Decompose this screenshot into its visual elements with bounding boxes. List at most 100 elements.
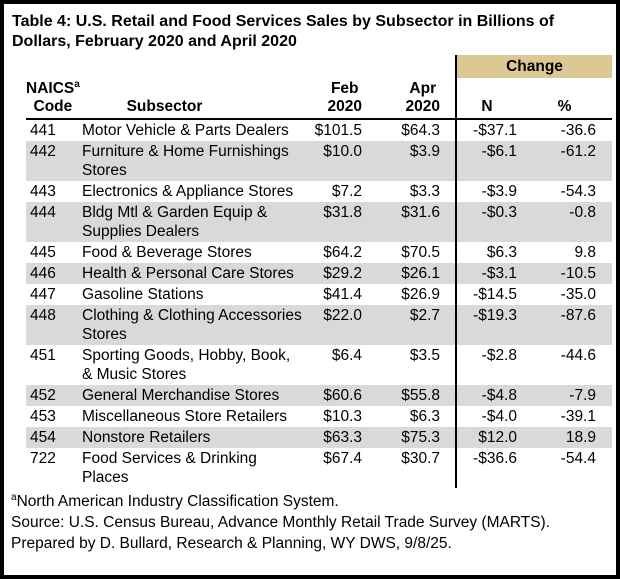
header-naics-label: NAICS [26, 80, 75, 97]
cell-code: 443 [30, 183, 56, 200]
cell-pct: 18.9 [517, 427, 612, 448]
cell-pct: -35.0 [560, 286, 596, 303]
cell-code: 722 [30, 450, 56, 467]
cell-code: 445 [30, 244, 56, 261]
table-row: 447 Gasoline Stations $41.4 $26.9 -$14.5 -35.… [26, 284, 612, 305]
footnote-prepared: Prepared by D. Bullard, Research & Plann… [11, 535, 452, 552]
cell-pct: -54.4 [560, 450, 596, 467]
table-title: Table 4: U.S. Retail and Food Services S… [12, 13, 555, 50]
cell-apr: $26.9 [401, 286, 440, 303]
footnote-source: Source: U.S. Census Bureau, Advance Mont… [11, 514, 551, 531]
cell-pct: -7.9 [517, 385, 612, 406]
cell-apr: $70.5 [401, 244, 440, 261]
header-naics-code: NAICSa Code [26, 78, 80, 120]
cell-subsector: Bldg Mtl & Garden Equip & Supplies Deale… [78, 202, 312, 242]
cell-code: 447 [30, 286, 56, 303]
cell-feb: $41.4 [323, 286, 362, 303]
cell-code: 446 [26, 263, 78, 284]
table-body: 441 Motor Vehicle & Parts Dealers $101.5 $6… [26, 119, 612, 488]
cell-feb: $63.3 [312, 427, 362, 448]
cell-n: -$6.1 [455, 141, 517, 181]
cell-n: -$3.1 [455, 263, 517, 284]
cell-subsector: Miscellaneous Store Retailers [82, 408, 288, 425]
cell-subsector: Sporting Goods, Hobby, Book, & Music Sto… [82, 347, 291, 383]
cell-code: 448 [26, 305, 78, 345]
cell-n: -$19.3 [455, 305, 517, 345]
cell-code: 444 [26, 202, 78, 242]
table-row: 443 Electronics & Appliance Stores $7.2 $3.… [26, 181, 612, 202]
cell-subsector: Gasoline Stations [82, 286, 204, 303]
cell-subsector: Food & Beverage Stores [82, 244, 252, 261]
cell-feb: $29.2 [312, 263, 362, 284]
table-row: 444 Bldg Mtl & Garden Equip & Supplies De… [26, 202, 612, 242]
cell-subsector: Clothing & Clothing Accessories Stores [78, 305, 312, 345]
footnote-naics: aNorth American Industry Classification … [11, 491, 606, 512]
table-row: 722 Food Services & Drinking Places $67.4 $… [26, 448, 612, 488]
cell-n: $6.3 [455, 242, 517, 263]
cell-subsector: Furniture & Home Furnishings Stores [78, 141, 312, 181]
cell-subsector: Nonstore Retailers [78, 427, 312, 448]
cell-apr: $6.3 [409, 408, 440, 425]
header-feb-2020: Feb 2020 [312, 78, 362, 120]
cell-subsector: Food Services & Drinking Places [82, 450, 257, 486]
cell-code: 453 [30, 408, 56, 425]
cell-apr: $2.7 [362, 305, 456, 345]
table-row: 441 Motor Vehicle & Parts Dealers $101.5 $6… [26, 119, 612, 141]
cell-code: 451 [30, 347, 56, 364]
table-row: 454 Nonstore Retailers $63.3 $75.3 $12.0 18.9 [26, 427, 612, 448]
cell-code: 454 [26, 427, 78, 448]
footnote-naics-marker: a [11, 491, 17, 503]
cell-n: -$4.8 [455, 385, 517, 406]
table-row: 452 General Merchandise Stores $60.6 $55.8-… [26, 385, 612, 406]
cell-pct: -54.3 [560, 183, 596, 200]
header-apr-label: Apr [409, 80, 437, 97]
cell-feb: $10.3 [323, 408, 362, 425]
cell-feb: $60.6 [312, 385, 362, 406]
cell-pct: -61.2 [517, 141, 612, 181]
cell-subsector: Motor Vehicle & Parts Dealers [82, 122, 289, 139]
change-band-row: Change [26, 55, 612, 78]
cell-pct: -44.6 [560, 347, 596, 364]
table-row: 448 Clothing & Clothing Accessories Store… [26, 305, 612, 345]
cell-pct: 9.8 [574, 244, 596, 261]
header-feb-label: Feb [330, 80, 359, 97]
cell-feb: $64.2 [323, 244, 362, 261]
header-change-n: N [455, 78, 517, 120]
cell-pct: -36.6 [560, 122, 596, 139]
change-header: Change [455, 55, 612, 78]
cell-pct: -87.6 [517, 305, 612, 345]
cell-apr: $3.5 [409, 347, 440, 364]
table-row: 453 Miscellaneous Store Retailers $10.3 $6.… [26, 406, 612, 427]
cell-apr: $30.7 [401, 450, 440, 467]
footnotes: aNorth American Industry Classification … [11, 491, 606, 554]
cell-feb: $31.8 [312, 202, 362, 242]
header-code-label: Code [33, 98, 73, 115]
cell-pct: -0.8 [517, 202, 612, 242]
table-row: 446 Health & Personal Care Stores $29.2 $26… [26, 263, 612, 284]
table-row: 451 Sporting Goods, Hobby, Book, & Music … [26, 345, 612, 385]
cell-code: 452 [26, 385, 78, 406]
cell-apr: $75.3 [362, 427, 456, 448]
cell-code: 441 [30, 122, 56, 139]
naics-footnote-marker: a [74, 78, 80, 90]
cell-apr: $31.6 [362, 202, 456, 242]
cell-feb: $22.0 [312, 305, 362, 345]
cell-n: -$4.0 [455, 406, 517, 427]
cell-apr: $3.9 [362, 141, 456, 181]
cell-code: 442 [26, 141, 78, 181]
table-row: 442 Furniture & Home Furnishings Stores $1… [26, 141, 612, 181]
table-row: 445 Food & Beverage Stores $64.2 $70.5 $6.3 9… [26, 242, 612, 263]
cell-n: -$37.1 [455, 119, 517, 141]
cell-n: -$0.3 [455, 202, 517, 242]
header-feb-year: 2020 [327, 98, 362, 115]
cell-feb: $7.2 [331, 183, 362, 200]
cell-n: -$14.5 [455, 284, 517, 305]
footnote-naics-text: North American Industry Classification S… [16, 493, 339, 510]
header-change-pct: % [517, 78, 612, 120]
header-apr-2020: Apr 2020 [362, 78, 456, 120]
cell-apr: $26.1 [362, 263, 456, 284]
cell-apr: $55.8 [362, 385, 456, 406]
header-subsector: Subsector [78, 78, 312, 120]
cell-feb: $67.4 [323, 450, 362, 467]
